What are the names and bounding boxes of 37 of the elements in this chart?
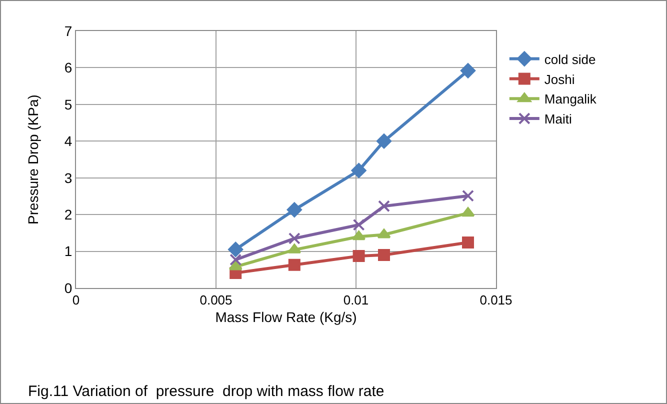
x-tick-label: 0.005 [200,292,232,308]
point [286,202,302,218]
point [462,190,474,202]
point [377,228,391,238]
legend-label: cold side [544,52,596,67]
x-tick-label: 0.01 [343,292,369,308]
point [288,232,300,244]
point [228,260,242,270]
legend-label: Maiti [544,112,572,127]
point [352,230,366,240]
point [228,242,244,257]
y-tick-label: 2 [64,206,72,222]
point [462,236,474,248]
y-axis-title: Pressure Drop (KPa) [25,94,41,224]
y-tick-label: 0 [64,280,72,296]
point [230,254,242,266]
y-tick-label: 4 [64,133,72,150]
point [461,207,475,217]
point [288,258,300,271]
point [352,250,365,262]
legend-label: Joshi [544,72,575,87]
point [352,218,365,231]
y-tick-label: 7 [64,22,72,39]
y-tick-label: 5 [64,96,72,112]
x-tick-label: 0.015 [480,292,512,308]
y-tick-label: 3 [64,170,72,186]
point [288,244,302,254]
point [460,63,476,78]
point [378,200,390,212]
point [376,134,392,149]
y-tick-label: 1 [64,243,72,260]
point [378,248,390,261]
y-tick-label: 6 [64,60,72,76]
caption: Fig.11 Variation of pressure drop with mass flow rate [28,383,384,400]
point [351,163,366,178]
legend-label: Mangalik [544,92,597,107]
x-axis-title: Mass Flow Rate (Kg/s) [215,308,357,325]
